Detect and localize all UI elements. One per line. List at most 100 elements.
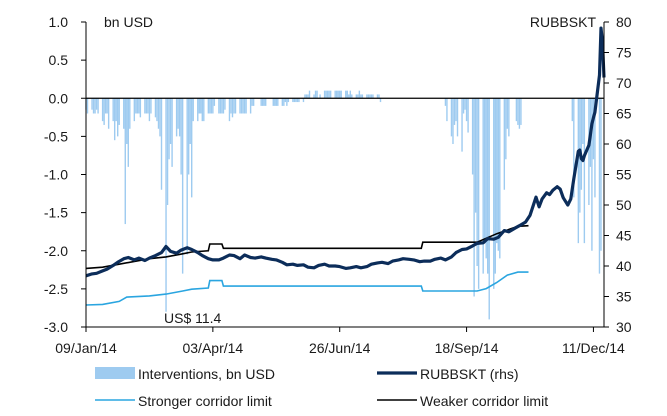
legend-label: RUBBSKT (rhs) xyxy=(420,366,519,382)
intervention-bar xyxy=(117,98,119,137)
intervention-bar xyxy=(252,98,255,106)
intervention-bar xyxy=(370,94,373,99)
intervention-bar xyxy=(482,98,484,274)
legend-label: Interventions, bn USD xyxy=(138,366,275,382)
intervention-bar xyxy=(316,90,318,99)
intervention-bar xyxy=(582,98,584,144)
intervention-bar xyxy=(230,98,232,114)
intervention-bar xyxy=(150,98,152,114)
x-tick-label: 09/Jan/14 xyxy=(55,340,117,356)
intervention-bar xyxy=(334,90,336,99)
intervention-bar xyxy=(583,98,586,244)
intervention-bar xyxy=(355,94,358,99)
intervention-bar xyxy=(200,98,202,114)
intervention-bar xyxy=(187,98,190,175)
intervention-bar xyxy=(228,98,231,122)
intervention-bar xyxy=(123,98,125,129)
intervention-bar xyxy=(588,98,590,205)
intervention-bar xyxy=(444,98,447,106)
intervention-bar xyxy=(139,98,142,118)
intervention-bar xyxy=(165,98,167,312)
intervention-bar xyxy=(201,98,203,122)
intervention-bar xyxy=(518,98,521,129)
left-tick-label: -2.0 xyxy=(44,243,68,259)
intervention-bar xyxy=(156,98,158,122)
intervention-bar xyxy=(461,98,463,152)
intervention-bar xyxy=(453,98,456,125)
intervention-bar xyxy=(203,98,205,122)
intervention-bar xyxy=(135,98,137,114)
intervention-bar xyxy=(221,98,223,114)
intervention-bar xyxy=(367,94,370,99)
right-tick-label: 65 xyxy=(616,106,632,122)
intervention-bar xyxy=(222,98,225,114)
left-axis-label: bn USD xyxy=(104,14,153,30)
right-tick-label: 45 xyxy=(616,228,632,244)
rubbskt-line-group xyxy=(85,26,606,278)
intervention-bar xyxy=(283,98,285,106)
intervention-bar xyxy=(455,98,457,122)
axes: -3.0 -2.5 -2.0 -1.5 -1.0 -0.5 0.0 0.5 1.0 30 35 40 4… xyxy=(44,14,632,356)
right-tick-label: 55 xyxy=(616,167,632,183)
intervention-bar xyxy=(302,98,305,103)
intervention-bar xyxy=(508,98,510,137)
intervention-bar xyxy=(349,90,351,99)
intervention-bar xyxy=(465,98,468,122)
intervention-bar xyxy=(339,90,341,99)
intervention-bar xyxy=(168,98,170,160)
intervention-bar xyxy=(483,98,486,244)
intervention-bar xyxy=(178,98,181,137)
intervention-bar xyxy=(369,94,371,99)
intervention-bar xyxy=(169,98,172,144)
intervention-bar xyxy=(107,98,110,129)
intervention-bar xyxy=(600,98,602,251)
intervention-bar xyxy=(580,98,583,190)
intervention-bar xyxy=(231,98,234,118)
intervention-bar xyxy=(239,98,241,114)
intervention-bar xyxy=(145,98,148,114)
intervention-bar xyxy=(577,98,580,244)
intervention-bar xyxy=(298,98,300,103)
intervention-bar xyxy=(95,98,98,110)
intervention-bar xyxy=(517,98,519,125)
intervention-bar xyxy=(379,98,382,103)
intervention-bar xyxy=(313,94,315,99)
intervention-bar xyxy=(296,98,299,103)
intervention-bar xyxy=(265,98,267,106)
intervention-bar xyxy=(573,98,575,198)
intervention-bar xyxy=(456,98,459,137)
intervention-bar xyxy=(493,98,495,289)
intervention-bar xyxy=(260,98,262,106)
annotation-label: US$ 11.4 xyxy=(164,310,222,326)
x-tick-label: 03/Apr/14 xyxy=(182,340,243,356)
intervention-bar xyxy=(210,98,213,114)
intervention-bar xyxy=(487,98,489,274)
intervention-bar xyxy=(376,94,379,99)
intervention-bar xyxy=(471,98,474,175)
intervention-bar xyxy=(189,98,191,144)
intervention-bar xyxy=(160,98,163,190)
intervention-bar xyxy=(242,98,244,114)
intervention-bar xyxy=(224,98,226,110)
intervention-bar xyxy=(357,94,359,99)
intervention-bar xyxy=(186,98,188,255)
intervention-bar xyxy=(86,98,89,114)
intervention-bar xyxy=(328,90,330,99)
legend: Interventions, bn USD RUBBSKT (rhs) Strong… xyxy=(95,366,548,409)
intervention-bar xyxy=(366,94,368,99)
right-tick-label: 80 xyxy=(616,14,632,30)
intervention-bar xyxy=(272,98,274,106)
intervention-bar xyxy=(101,98,104,122)
left-tick-label: 1.0 xyxy=(49,14,69,30)
intervention-bar xyxy=(477,98,480,289)
intervention-bar xyxy=(476,98,478,266)
left-tick-label: -1.5 xyxy=(44,205,68,221)
intervention-bar xyxy=(358,90,361,99)
intervention-bar xyxy=(286,98,288,106)
intervention-bar xyxy=(319,94,321,99)
intervention-bar xyxy=(118,98,120,125)
intervention-bar xyxy=(284,98,287,103)
intervention-bar xyxy=(340,90,342,99)
intervention-bar xyxy=(337,90,339,99)
intervention-bar xyxy=(308,90,311,99)
